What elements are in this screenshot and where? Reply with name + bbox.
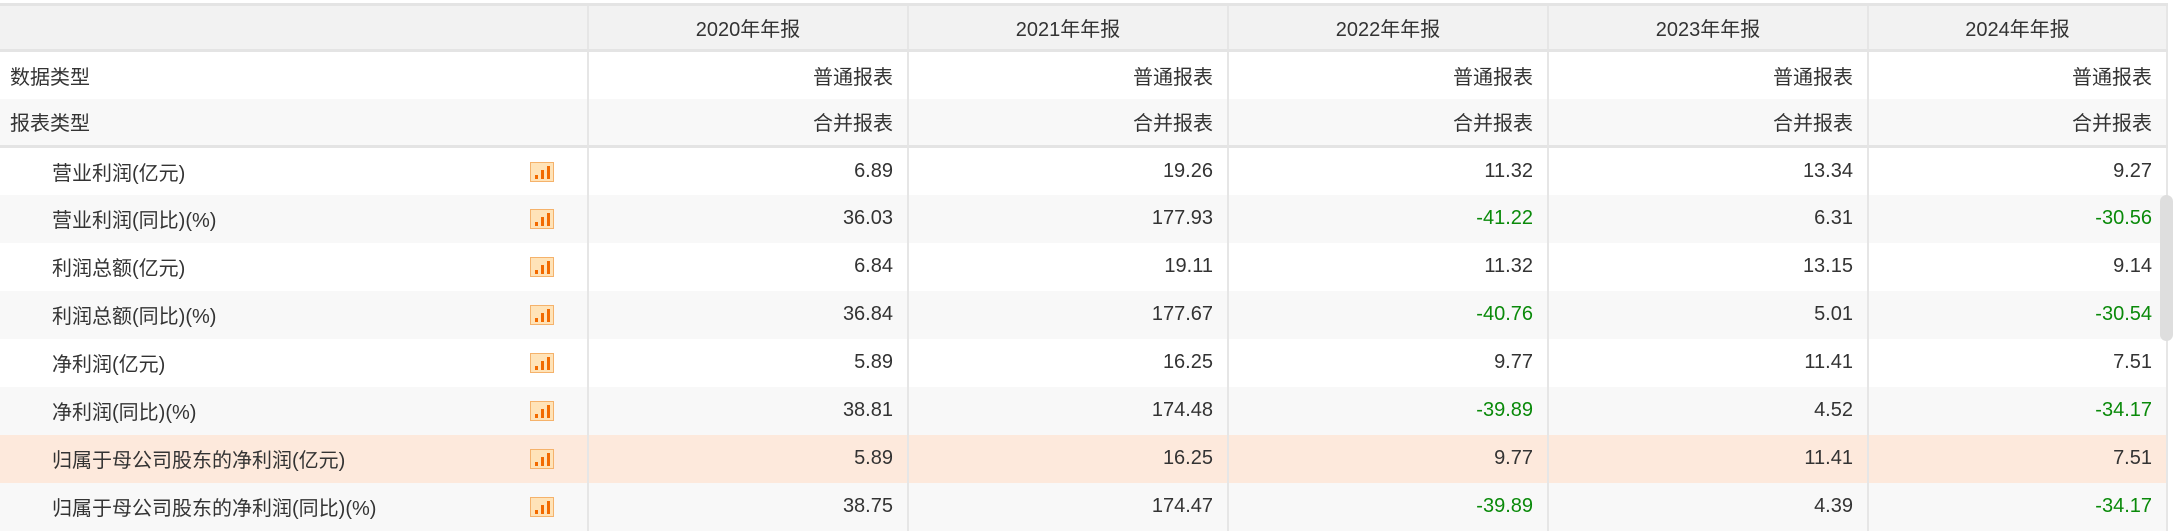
cell-value: 6.84 <box>588 242 909 291</box>
header-row: 2020年年报 2021年年报 2022年年报 2023年年报 2024年年报 <box>0 4 2168 52</box>
cell-value: 6.31 <box>1548 194 1869 243</box>
cell-value: 9.14 <box>1868 242 2168 291</box>
column-header: 2021年年报 <box>908 4 1229 52</box>
row-label-text: 利润总额(亿元) <box>52 258 186 280</box>
cell-value: -41.22 <box>1228 194 1549 243</box>
cell-value: 9.77 <box>1228 338 1549 387</box>
cell-value: 9.77 <box>1228 434 1549 483</box>
row-label-text: 利润总额(同比)(%) <box>52 306 217 328</box>
row-label-text: 净利润(同比)(%) <box>52 402 197 424</box>
cell-value: 合并报表 <box>1868 98 2168 148</box>
bar-chart-icon[interactable] <box>530 256 554 277</box>
row-label: 归属于母公司股东的净利润(同比)(%) <box>0 482 589 531</box>
row-label: 利润总额(同比)(%) <box>0 290 589 339</box>
column-header: 2023年年报 <box>1548 4 1869 52</box>
cell-value: 合并报表 <box>1228 98 1549 148</box>
column-header: 2024年年报 <box>1868 4 2168 52</box>
row-label-text: 报表类型 <box>10 113 90 136</box>
cell-value: 177.93 <box>908 194 1229 243</box>
column-header: 2022年年报 <box>1228 4 1549 52</box>
cell-value: 38.75 <box>588 482 909 531</box>
cell-value: 19.11 <box>908 242 1229 291</box>
cell-value: 合并报表 <box>908 98 1229 148</box>
cell-value: 普通报表 <box>1868 50 2168 99</box>
cell-value: 36.84 <box>588 290 909 339</box>
bar-chart-icon[interactable] <box>530 208 554 229</box>
cell-value: 9.27 <box>1868 146 2168 195</box>
cell-value: -39.89 <box>1228 386 1549 435</box>
cell-value: 16.25 <box>908 434 1229 483</box>
cell-value: 7.51 <box>1868 338 2168 387</box>
row-label-text: 营业利润(同比)(%) <box>52 210 217 232</box>
cell-value: -30.54 <box>1868 290 2168 339</box>
cell-value: 普通报表 <box>1228 50 1549 99</box>
cell-value: -34.17 <box>1868 482 2168 531</box>
row-label-text: 数据类型 <box>10 66 90 89</box>
row-label: 营业利润(同比)(%) <box>0 194 589 243</box>
row-label: 营业利润(亿元) <box>0 146 589 195</box>
cell-value: 5.01 <box>1548 290 1869 339</box>
cell-value: 11.32 <box>1228 242 1549 291</box>
meta-row: 数据类型 普通报表 普通报表 普通报表 普通报表 普通报表 <box>0 50 2168 99</box>
meta-row: 报表类型 合并报表 合并报表 合并报表 合并报表 合并报表 <box>0 98 2168 148</box>
cell-value: 5.89 <box>588 338 909 387</box>
column-header: 2020年年报 <box>588 4 909 52</box>
cell-value: 174.47 <box>908 482 1229 531</box>
row-label: 净利润(亿元) <box>0 338 589 387</box>
cell-value: -39.89 <box>1228 482 1549 531</box>
cell-value: 13.34 <box>1548 146 1869 195</box>
row-label-text: 归属于母公司股东的净利润(亿元) <box>52 450 346 472</box>
bar-chart-icon[interactable] <box>530 162 554 182</box>
cell-value: 合并报表 <box>588 98 909 148</box>
cell-value: 普通报表 <box>1548 50 1869 99</box>
table-row: 营业利润(亿元) 6.89 19.26 11.32 13.34 9.27 <box>0 146 2168 195</box>
table-row: 净利润(同比)(%) 38.81 174.48 -39.89 4.52 -34.17 <box>0 386 2168 435</box>
bar-chart-icon[interactable] <box>530 448 554 469</box>
table-row: 归属于母公司股东的净利润(同比)(%) 38.75 174.47 -39.89 4.39… <box>0 482 2168 531</box>
row-label: 数据类型 <box>0 50 589 99</box>
cell-value: 7.51 <box>1868 434 2168 483</box>
table-row: 净利润(亿元) 5.89 16.25 9.77 11.41 7.51 <box>0 338 2168 387</box>
cell-value: -40.76 <box>1228 290 1549 339</box>
cell-value: 16.25 <box>908 338 1229 387</box>
cell-value: 5.89 <box>588 434 909 483</box>
row-label-text: 归属于母公司股东的净利润(同比)(%) <box>52 498 377 520</box>
cell-value: 11.32 <box>1228 146 1549 195</box>
cell-value: -30.56 <box>1868 194 2168 243</box>
bar-chart-icon[interactable] <box>530 496 554 517</box>
cell-value: -34.17 <box>1868 386 2168 435</box>
row-label-text: 营业利润(亿元) <box>52 162 186 185</box>
cell-value: 13.15 <box>1548 242 1869 291</box>
column-header-blank <box>0 4 589 52</box>
cell-value: 177.67 <box>908 290 1229 339</box>
cell-value: 38.81 <box>588 386 909 435</box>
table-row: 利润总额(同比)(%) 36.84 177.67 -40.76 5.01 -30.54 <box>0 290 2168 339</box>
cell-value: 19.26 <box>908 146 1229 195</box>
row-label: 利润总额(亿元) <box>0 242 589 291</box>
cell-value: 普通报表 <box>588 50 909 99</box>
cell-value: 合并报表 <box>1548 98 1869 148</box>
bar-chart-icon[interactable] <box>530 352 554 373</box>
vertical-scrollbar[interactable] <box>2160 195 2173 341</box>
table-row: 营业利润(同比)(%) 36.03 177.93 -41.22 6.31 -30.56 <box>0 194 2168 243</box>
cell-value: 普通报表 <box>908 50 1229 99</box>
row-label: 归属于母公司股东的净利润(亿元) <box>0 434 589 483</box>
bar-chart-icon[interactable] <box>530 400 554 421</box>
financial-table: 2020年年报 2021年年报 2022年年报 2023年年报 2024年年报 数据类型… <box>0 3 2168 531</box>
row-label: 报表类型 <box>0 98 589 148</box>
cell-value: 6.89 <box>588 146 909 195</box>
table-row: 利润总额(亿元) 6.84 19.11 11.32 13.15 9.14 <box>0 242 2168 291</box>
row-label-text: 净利润(亿元) <box>52 354 166 376</box>
cell-value: 36.03 <box>588 194 909 243</box>
row-label: 净利润(同比)(%) <box>0 386 589 435</box>
cell-value: 11.41 <box>1548 338 1869 387</box>
cell-value: 174.48 <box>908 386 1229 435</box>
cell-value: 4.39 <box>1548 482 1869 531</box>
cell-value: 4.52 <box>1548 386 1869 435</box>
cell-value: 11.41 <box>1548 434 1869 483</box>
bar-chart-icon[interactable] <box>530 304 554 325</box>
table-row: 归属于母公司股东的净利润(亿元) 5.89 16.25 9.77 11.41 7.51 <box>0 434 2168 483</box>
